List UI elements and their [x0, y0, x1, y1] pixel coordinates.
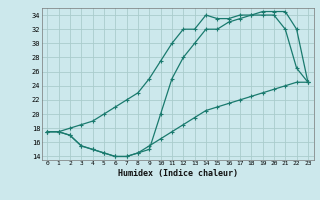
X-axis label: Humidex (Indice chaleur): Humidex (Indice chaleur): [118, 169, 237, 178]
